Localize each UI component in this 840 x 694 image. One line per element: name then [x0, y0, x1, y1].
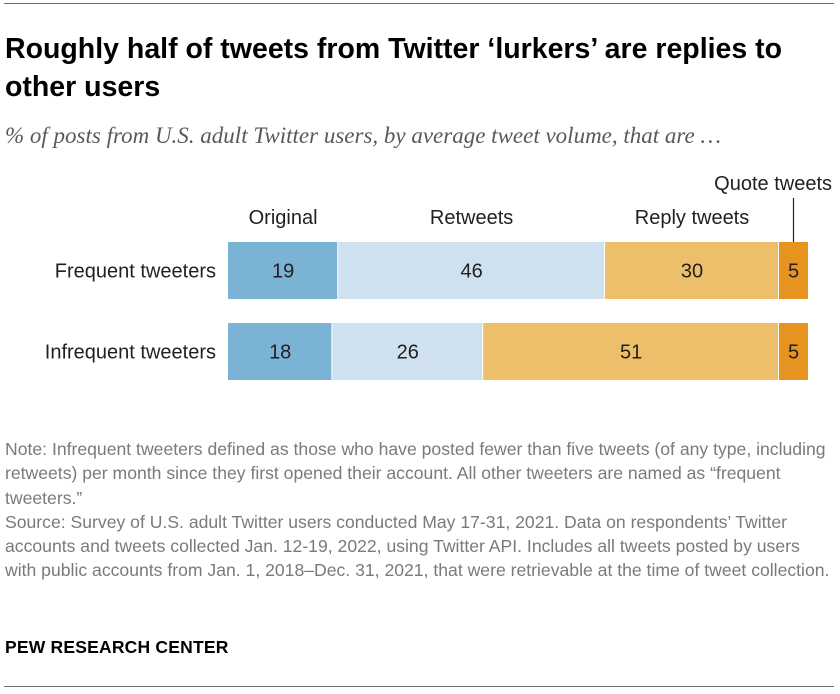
chart-title: Roughly half of tweets from Twitter ‘lur… [5, 33, 783, 103]
top-rule [4, 3, 834, 4]
chart-notes: Note: Infrequent tweeters defined as tho… [5, 437, 833, 583]
value-label-original-infrequent-tweeters: 18 [269, 342, 291, 364]
brand-footer: PEW RESEARCH CENTER [5, 637, 229, 657]
bar-original-infrequent-tweeters [228, 323, 332, 380]
stacked-bar-chart: Frequent tweeters 19 46 30 5 Infrequent tweet… [45, 173, 832, 380]
bar-reply-tweets-frequent-tweeters [605, 242, 778, 299]
value-label-original-frequent-tweeters: 19 [272, 261, 294, 283]
series-label-quote-tweets: Quote tweets [714, 173, 832, 195]
value-label-quote-tweets-frequent-tweeters: 5 [788, 261, 799, 283]
bar-retweets-frequent-tweeters [338, 242, 604, 299]
series-label-retweets: Retweets [430, 207, 513, 229]
row-label-frequent-tweeters: Frequent tweeters [55, 261, 216, 283]
series-label-original: Original [249, 207, 318, 229]
note-text: Note: Infrequent tweeters defined as tho… [5, 439, 826, 508]
value-label-retweets-frequent-tweeters: 46 [460, 261, 482, 283]
bar-reply-tweets-infrequent-tweeters [483, 323, 778, 380]
value-label-quote-tweets-infrequent-tweeters: 5 [788, 342, 799, 364]
series-label-reply-tweets: Reply tweets [635, 207, 750, 229]
bar-quote-tweets-frequent-tweeters [779, 242, 808, 299]
bar-quote-tweets-infrequent-tweeters [779, 323, 808, 380]
chart-subtitle: % of posts from U.S. adult Twitter users… [5, 123, 721, 148]
row-label-infrequent-tweeters: Infrequent tweeters [45, 342, 216, 364]
value-label-reply-tweets-infrequent-tweeters: 51 [620, 342, 642, 364]
bar-retweets-infrequent-tweeters [332, 323, 483, 380]
source-text: Source: Survey of U.S. adult Twitter use… [5, 511, 830, 581]
bar-original-frequent-tweeters [228, 242, 338, 299]
bottom-rule [4, 686, 834, 687]
value-label-reply-tweets-frequent-tweeters: 30 [681, 261, 703, 283]
value-label-retweets-infrequent-tweeters: 26 [397, 342, 419, 364]
